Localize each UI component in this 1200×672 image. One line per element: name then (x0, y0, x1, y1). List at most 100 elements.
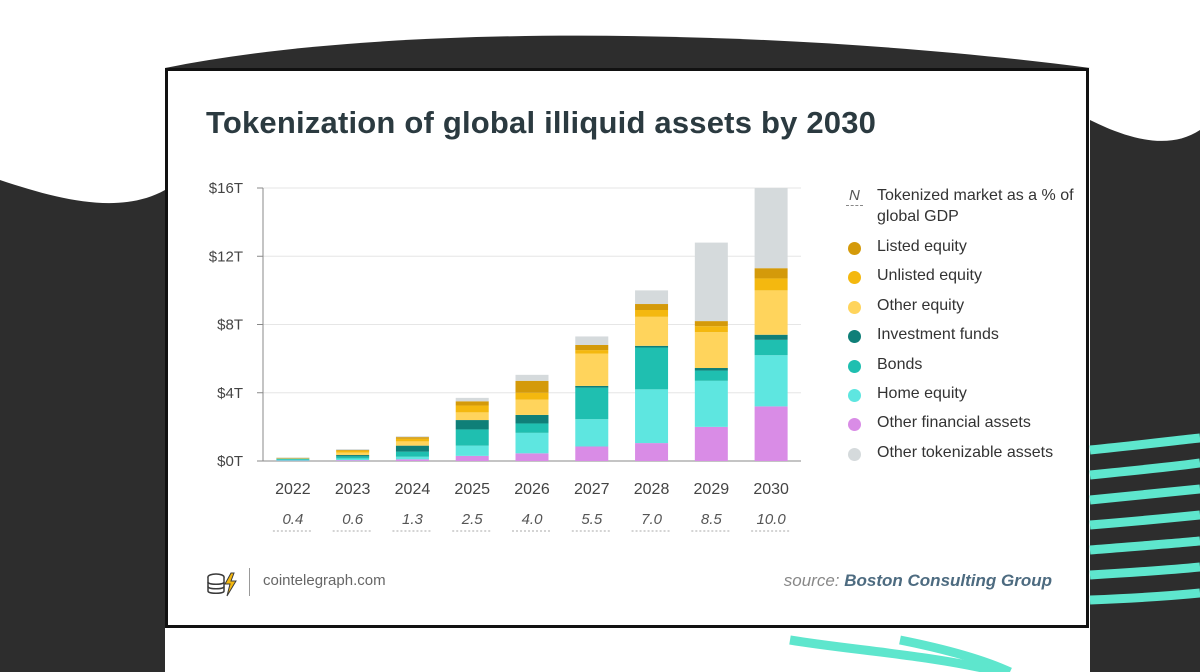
bar-segment (635, 347, 669, 390)
x-tick-label: 2028 (634, 481, 670, 498)
bar-segment (455, 420, 489, 430)
legend-gdp-note-label: Tokenized market as a % of global GDP (877, 187, 1074, 225)
legend-swatch (848, 242, 861, 255)
gdp-percent-label: 7.0 (641, 511, 663, 528)
bar-segment (455, 429, 489, 446)
bar-segment (336, 449, 370, 451)
legend-swatch (848, 330, 861, 344)
bar-segment (754, 355, 788, 407)
bar-segment (455, 412, 489, 421)
bar-segment (754, 278, 788, 291)
bar-segment (754, 406, 788, 461)
bar-segment (754, 188, 788, 269)
source-prefix: source: (783, 571, 840, 590)
bar-segment (455, 405, 489, 413)
bar-segment (575, 344, 609, 351)
x-tick-label: 2027 (574, 481, 610, 498)
bar-segment (336, 450, 370, 453)
bar-segment (336, 452, 370, 456)
bar-segment (395, 441, 429, 446)
coin-stack-lightning-icon (207, 572, 237, 597)
legend-label: Bonds (877, 355, 923, 373)
background-dark-wave-right (1090, 120, 1200, 672)
gdp-percent-label: 1.3 (402, 511, 424, 528)
legend-item: Other tokenizable assets (844, 441, 1084, 470)
bar-segment (575, 336, 609, 345)
gdp-percent-label: 8.5 (701, 511, 723, 528)
chart-legend: N Tokenized market as a % of global GDP … (844, 185, 1084, 470)
bar-segment (575, 387, 609, 420)
legend-label: Other equity (877, 296, 965, 314)
gdp-percent-label: 10.0 (757, 511, 787, 528)
bar-segment (575, 353, 609, 386)
x-tick-label: 2026 (514, 481, 550, 498)
bar-segment (455, 397, 489, 402)
x-tick-label: 2029 (694, 481, 730, 498)
bar-segment (395, 445, 429, 452)
legend-label: Home equity (877, 384, 967, 402)
bar-segment (276, 459, 310, 461)
bar-segment (336, 460, 370, 461)
bar-segment (635, 290, 669, 305)
bar-segment (754, 268, 788, 279)
bar-segment (336, 456, 370, 459)
bar-segment (515, 432, 549, 454)
bar-segment (515, 423, 549, 433)
bar-segment (754, 290, 788, 335)
y-tick-label: $0T (217, 453, 243, 470)
bar-segment (575, 419, 609, 447)
legend-item: Listed equity (844, 235, 1084, 264)
legend-label: Listed equity (877, 238, 967, 255)
bar-segment (694, 380, 728, 427)
bar-segment (455, 455, 489, 461)
gdp-percent-label: 0.4 (282, 511, 303, 528)
bar-segment (754, 339, 788, 356)
bar-segment (694, 326, 728, 333)
gdp-percent-label: 4.0 (522, 511, 544, 528)
bar-segment (515, 399, 549, 415)
legend-n-marker: N (846, 187, 863, 206)
legend-items: Listed equity Unlisted equity Other equity… (844, 235, 1084, 470)
bar-segment (635, 309, 669, 317)
bar-segment (694, 332, 728, 369)
background-dark-wave-top (165, 35, 1090, 68)
site-link[interactable]: cointelegraph.com (263, 572, 386, 589)
bar-segment (635, 345, 669, 348)
bar-segment (395, 437, 429, 439)
bar-segment (336, 449, 370, 450)
bar-segment (515, 380, 549, 393)
bar-segment (455, 445, 489, 456)
y-tick-label: $16T (209, 180, 243, 197)
bar-segment (635, 316, 669, 346)
legend-swatch (848, 300, 861, 314)
bar-segment (694, 242, 728, 322)
bar-segment (635, 443, 669, 461)
legend-item: Home equity (844, 382, 1084, 411)
legend-swatch (848, 418, 861, 432)
bar-segment (276, 458, 310, 460)
y-tick-label: $8T (217, 317, 243, 334)
x-tick-label: 2024 (395, 481, 431, 498)
bar-segment (515, 453, 549, 461)
bar-segment (515, 414, 549, 424)
legend-swatch (848, 271, 861, 285)
bar-segment (635, 304, 669, 310)
x-tick-label: 2030 (753, 481, 789, 498)
footer-divider (249, 568, 250, 596)
chart-title: Tokenization of global illiquid assets b… (206, 105, 877, 140)
bar-segment (395, 438, 429, 442)
bar-segment (575, 446, 609, 461)
y-tick-label: $12T (209, 248, 243, 265)
bar-segment (635, 389, 669, 444)
bar-segment (336, 458, 370, 461)
legend-swatch (848, 447, 861, 461)
legend-item: Other financial assets (844, 411, 1084, 440)
background-dark-wave (0, 180, 165, 672)
gdp-percent-label: 0.6 (342, 511, 364, 528)
legend-item: Investment funds (844, 323, 1084, 352)
x-tick-label: 2023 (335, 481, 371, 498)
legend-gdp-note: N Tokenized market as a % of global GDP (844, 185, 1084, 233)
legend-item: Other equity (844, 294, 1084, 323)
bar-segment (395, 436, 429, 438)
legend-item: Unlisted equity (844, 264, 1084, 293)
